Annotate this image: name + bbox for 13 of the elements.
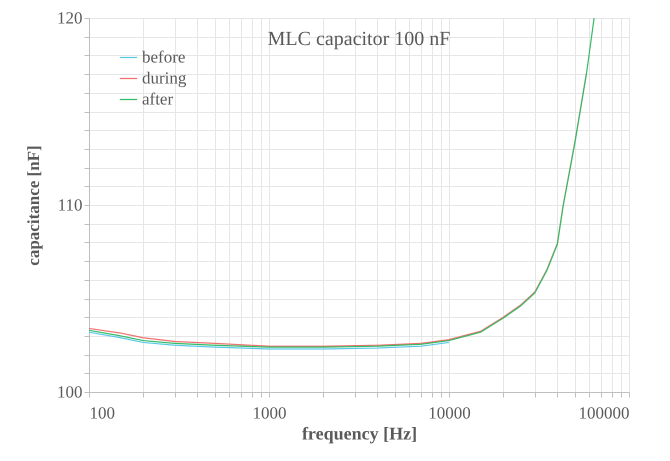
x-tick-label: 100 <box>90 404 115 422</box>
y-axis-title: capacitance [nF] <box>24 145 43 266</box>
x-axis-title: frequency [Hz] <box>302 424 418 444</box>
legend-label: before <box>142 48 186 66</box>
y-tick-label: 120 <box>57 8 82 28</box>
legend-label: after <box>142 90 174 108</box>
y-tick-label: 110 <box>58 196 82 214</box>
x-tick-label: 1000 <box>252 404 286 422</box>
x-tick-label: 100000 <box>578 404 630 422</box>
legend-label: during <box>142 68 187 88</box>
x-tick-label: 10000 <box>428 404 471 422</box>
text: MLC capacitor 100 nF <box>268 28 450 50</box>
y-tick-label: 100 <box>57 382 82 402</box>
